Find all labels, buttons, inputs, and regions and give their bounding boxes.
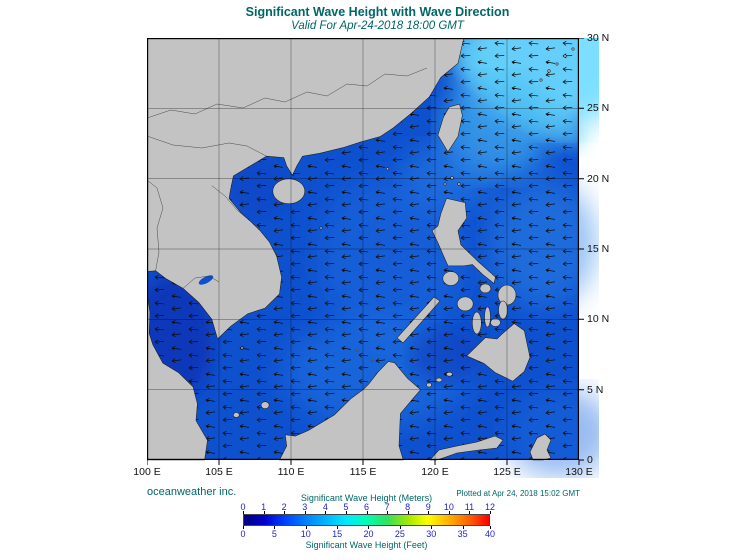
legend-tick: 35 — [457, 529, 468, 539]
legend-tick: 10 — [443, 502, 454, 512]
legend-tick: 8 — [405, 502, 411, 512]
legend-feet-tickmarks — [243, 526, 491, 529]
chart-title: Significant Wave Height with Wave Direct… — [245, 5, 510, 19]
legend-feet-label: Significant Wave Height (Feet) — [305, 540, 428, 550]
legend-meters-ticks: 0 1 2 3 4 5 6 7 8 9 10 11 12 — [240, 502, 495, 512]
legend-tick: 12 — [484, 502, 496, 512]
lon-label: 105 E — [205, 466, 233, 478]
legend-tick: 0 — [240, 529, 246, 539]
lat-label: 30 N — [587, 32, 610, 44]
lon-label: 110 E — [277, 466, 305, 478]
legend-tick: 1 — [261, 502, 267, 512]
legend-tick: 40 — [484, 529, 496, 539]
chart-subtitle: Valid For Apr-24-2018 18:00 GMT — [291, 20, 464, 32]
legend-tick: 15 — [332, 529, 343, 539]
legend-tick: 0 — [240, 502, 246, 512]
colorbar — [243, 514, 490, 526]
legend-meters-label: Significant Wave Height (Meters) — [300, 493, 433, 503]
legend-tick: 20 — [363, 529, 374, 539]
legend-tick: 2 — [281, 502, 287, 512]
legend-tick: 7 — [384, 502, 390, 512]
axis-ticks — [146, 37, 584, 465]
lat-label: 20 N — [587, 172, 610, 185]
credit-text: oceanweather inc. — [147, 486, 237, 498]
legend-tick: 3 — [302, 502, 308, 512]
map-panel — [130, 0, 647, 478]
legend-tick: 25 — [394, 529, 405, 539]
legend-tick: 9 — [425, 502, 431, 512]
legend-tick: 6 — [363, 502, 370, 512]
legend-tick: 4 — [322, 502, 328, 512]
wave-direction-arrows — [147, 38, 579, 460]
lon-label: 115 E — [349, 466, 377, 478]
lon-label: 120 E — [421, 466, 449, 478]
legend-tick: 5 — [271, 529, 277, 539]
map-frame — [147, 38, 579, 460]
legend-meters-tickmarks — [243, 511, 491, 514]
lat-label: 10 N — [587, 313, 610, 326]
lon-label: 125 E — [493, 466, 521, 478]
lat-label: 15 N — [587, 242, 610, 255]
legend-tick: 11 — [464, 502, 475, 512]
lon-label: 100 E — [133, 466, 161, 478]
wave-height-map — [130, 0, 647, 478]
lat-label: 25 N — [587, 102, 610, 115]
lat-label: 0 — [587, 453, 593, 466]
legend-feet-ticks: 0 5 10 15 20 25 30 35 40 — [240, 529, 495, 539]
legend-tick: 10 — [300, 529, 311, 539]
lat-label: 5 N — [587, 383, 604, 396]
legend-tick: 30 — [426, 529, 437, 539]
plotted-timestamp: Plotted at Apr 24, 2018 15:02 GMT — [456, 489, 580, 498]
legend-tick: 5 — [343, 502, 349, 512]
lon-label: 130 E — [565, 466, 593, 478]
